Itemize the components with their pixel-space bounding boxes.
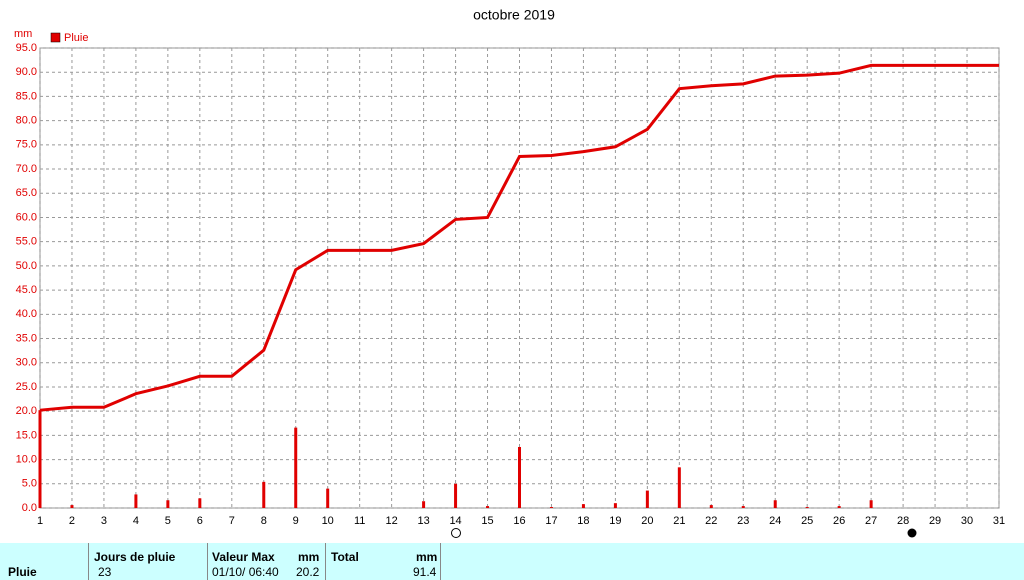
y-tick-label: 85.0 (16, 90, 37, 102)
y-tick-label: 30.0 (16, 357, 37, 369)
x-tick-label: 24 (769, 515, 781, 527)
y-tick-label: 35.0 (16, 332, 37, 344)
x-tick-label: 15 (481, 515, 493, 527)
x-tick-label: 25 (801, 515, 813, 527)
y-tick-label: 5.0 (22, 478, 37, 490)
bar (805, 507, 809, 508)
legend-label: Pluie (64, 32, 88, 44)
x-tick-label: 21 (673, 515, 685, 527)
bar (613, 503, 617, 508)
bar (326, 488, 330, 508)
bar (262, 481, 266, 508)
bar (198, 498, 202, 508)
x-tick-label: 6 (197, 515, 203, 527)
divider (88, 543, 89, 580)
y-tick-label: 65.0 (16, 187, 37, 199)
x-tick-label: 7 (229, 515, 235, 527)
line (39, 63, 999, 412)
bar (38, 410, 42, 508)
y-tick-label: 75.0 (16, 139, 37, 151)
x-tick-label: 23 (737, 515, 749, 527)
bar (741, 506, 745, 508)
x-tick-label: 31 (993, 515, 1005, 527)
bar (709, 505, 713, 508)
x-tick-label: 22 (705, 515, 717, 527)
bar (773, 500, 777, 508)
header: Valeur Max (212, 550, 275, 564)
x-tick-label: 12 (386, 515, 398, 527)
bar (294, 427, 298, 508)
x-tick-label: 19 (609, 515, 621, 527)
x-tick-label: 2 (69, 515, 75, 527)
cell: 01/10/ 06:40 (212, 565, 279, 579)
chart-title: octobre 2019 (473, 7, 555, 23)
x-tick-label: 8 (261, 515, 267, 527)
cell: 23 (98, 565, 112, 579)
y-tick-label: 55.0 (16, 236, 37, 248)
bar (549, 507, 553, 508)
divider (207, 543, 208, 580)
x-tick-label: 30 (961, 515, 973, 527)
bar (486, 506, 490, 508)
header: Jours de pluie (94, 550, 176, 564)
header: mm (298, 550, 320, 564)
cell: 91.4 (413, 565, 437, 579)
y-tick-label: 10.0 (16, 453, 37, 465)
bar (454, 483, 458, 508)
y-tick-label: 0.0 (22, 502, 37, 514)
bar (518, 446, 521, 508)
legend-swatch (50, 32, 61, 43)
y-tick-label: 45.0 (16, 284, 37, 296)
divider (440, 543, 441, 580)
bar (581, 504, 585, 508)
bar (166, 500, 170, 508)
cell: 20.2 (296, 565, 320, 579)
x-tick-label: 3 (101, 515, 107, 527)
x-tick-label: 18 (577, 515, 589, 527)
x-tick-label: 1 (37, 515, 43, 527)
x-tick-label: 27 (865, 515, 877, 527)
y-tick-label: 95.0 (16, 42, 37, 54)
y-tick-label: 50.0 (16, 260, 37, 272)
x-tick-label: 9 (293, 515, 299, 527)
bar (677, 467, 681, 508)
header: Total (331, 550, 359, 564)
x-tick-label: 11 (354, 515, 365, 527)
bar (134, 494, 138, 508)
bar (837, 506, 841, 508)
moon-icon (451, 528, 461, 538)
y-tick-label: 15.0 (16, 429, 37, 441)
y-tick-label: 60.0 (16, 211, 37, 223)
row-header: Pluie (8, 565, 37, 579)
header: mm (416, 550, 438, 564)
x-tick-label: 17 (545, 515, 557, 527)
bar (645, 490, 649, 508)
divider (325, 543, 326, 580)
y-tick-label: 70.0 (16, 163, 37, 175)
summary-table: Pluie Jours de pluie 23 Valeur Max mm 01… (0, 543, 1024, 580)
y-tick-label: 80.0 (16, 115, 37, 127)
bar (70, 505, 74, 508)
x-tick-label: 4 (133, 515, 139, 527)
moon-icon (907, 528, 917, 538)
x-tick-label: 29 (929, 515, 941, 527)
x-tick-label: 26 (833, 515, 845, 527)
x-tick-label: 16 (513, 515, 525, 527)
x-tick-label: 5 (165, 515, 171, 527)
y-axis-label: mm (14, 28, 32, 40)
y-tick-label: 25.0 (16, 381, 37, 393)
y-tick-label: 40.0 (16, 308, 37, 320)
x-tick-label: 20 (641, 515, 653, 527)
x-tick-label: 10 (322, 515, 334, 527)
bar (869, 500, 873, 508)
y-tick-label: 20.0 (16, 405, 37, 417)
x-tick-label: 28 (897, 515, 909, 527)
x-tick-label: 13 (417, 515, 429, 527)
bar (422, 501, 426, 508)
chart: octobre 2019 mm Pluie 0.0 5.0 10.0 15.0 20.0… (14, 7, 1005, 538)
x-tick-label: 14 (449, 515, 461, 527)
y-tick-label: 90.0 (16, 66, 37, 78)
